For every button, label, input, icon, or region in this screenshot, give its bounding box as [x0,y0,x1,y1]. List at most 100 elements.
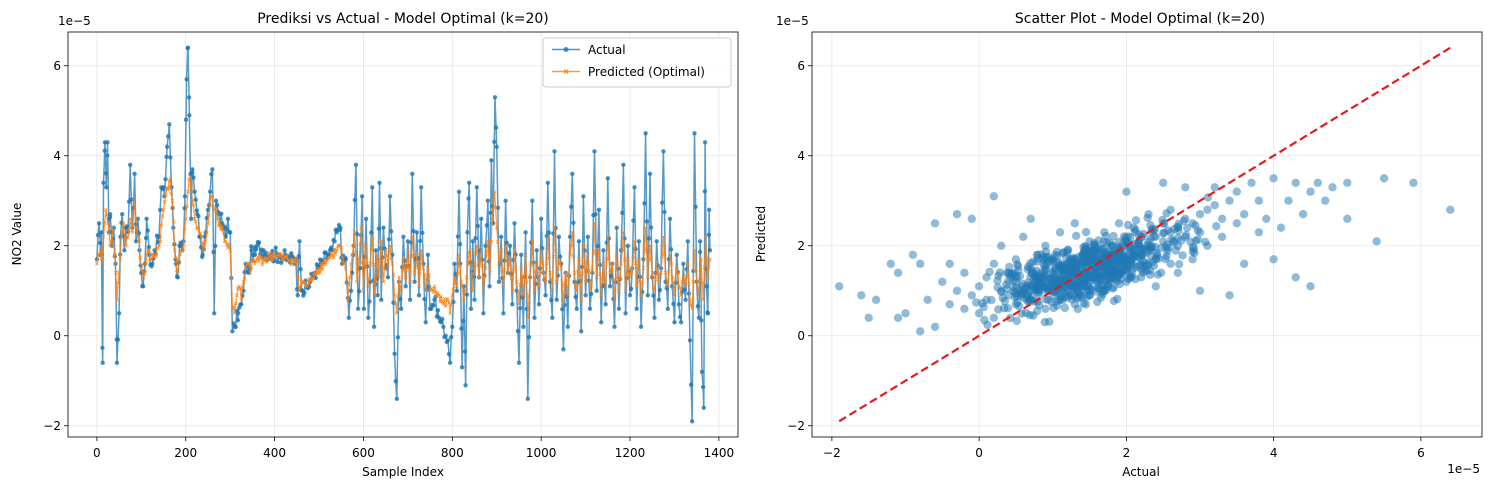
x-tick-label: −2 [823,446,841,460]
predicted-point [158,239,163,244]
predicted-point [121,221,126,226]
actual-point [140,284,146,289]
predicted-point [622,257,627,262]
scatter-point [1004,291,1013,300]
predicted-point [633,261,638,266]
predicted-point [180,248,185,253]
predicted-point [250,257,255,262]
actual-point [385,275,391,280]
predicted-point [534,261,539,266]
predicted-point [609,267,614,271]
actual-point [603,302,608,307]
predicted-point [320,267,325,272]
predicted-point [207,213,211,218]
predicted-point [504,253,509,258]
actual-point [392,351,397,356]
scatter-point [974,309,984,318]
predicted-point [189,185,194,190]
scatter-point [1269,174,1278,183]
predicted-point [206,221,210,226]
predicted-point [594,275,599,280]
predicted-point [184,204,189,209]
legend-predicted-marker [563,69,569,74]
predicted-point [671,286,676,291]
actual-point [546,230,552,235]
scatter-point [1019,286,1028,295]
scatter-point [1041,241,1050,250]
predicted-point [469,266,474,271]
predicted-point [540,261,545,266]
actual-point [436,315,442,320]
scatter-point [1055,228,1065,237]
predicted-point [134,230,139,235]
scatter-point [1195,228,1205,237]
scatter-point [1240,210,1249,219]
predicted-point [682,278,687,283]
actual-point [353,162,359,167]
line-chart-legend: Actual Predicted (Optimal) [542,37,732,88]
scatter-point [1254,228,1264,237]
actual-point [183,117,189,122]
predicted-point [634,284,639,289]
predicted-point [603,284,608,289]
predicted-point [695,285,700,290]
predicted-point [176,268,180,273]
predicted-point [380,258,385,263]
actual-point [403,284,408,289]
predicted-point [669,262,674,266]
scatter-point [994,271,1003,280]
actual-point [501,311,506,316]
predicted-point [251,257,256,262]
predicted-point [573,283,578,288]
scatter-point [1006,313,1015,323]
predicted-point [621,230,626,235]
actual-point [468,306,474,311]
predicted-point [510,288,515,293]
predicted-point [492,189,497,194]
actual-point [646,236,652,241]
predicted-point [268,258,273,262]
predicted-point [394,311,399,316]
scatter-point [1189,244,1199,253]
actual-point [286,254,292,259]
predicted-point [361,288,366,293]
predicted-point [181,243,186,248]
predicted-point [584,268,589,273]
actual-point [429,306,434,311]
predicted-point [141,275,146,280]
actual-point [150,261,155,266]
predicted-point [177,257,181,262]
actual-point [100,345,105,350]
predicted-point [667,269,671,274]
predicted-point [445,297,450,302]
actual-point [530,198,535,203]
predicted-point [665,284,670,289]
scatter-point [1033,273,1043,282]
actual-point [487,284,492,289]
y-tick-label: −2 [43,419,61,433]
actual-point [389,229,394,234]
predicted-point [652,288,657,293]
actual-point [652,315,657,320]
legend-actual-marker [563,47,569,52]
scatter-point [1188,219,1197,228]
predicted-point [408,279,412,284]
predicted-point [559,266,564,271]
scatter-point [1159,178,1168,187]
actual-point [146,244,152,250]
actual-point [289,251,294,256]
predicted-point [259,255,264,260]
predicted-point [657,279,661,284]
predicted-point [424,276,429,281]
predicted-point [170,198,175,203]
predicted-point [529,261,534,266]
predicted-point [463,288,468,293]
actual-point [296,254,301,259]
predicted-point [338,243,343,248]
scatter-point [1078,250,1087,259]
predicted-point [126,234,130,239]
x-tick-label: 600 [352,446,375,460]
predicted-point [104,213,109,218]
predicted-point [562,283,567,288]
predicted-point [619,261,624,266]
